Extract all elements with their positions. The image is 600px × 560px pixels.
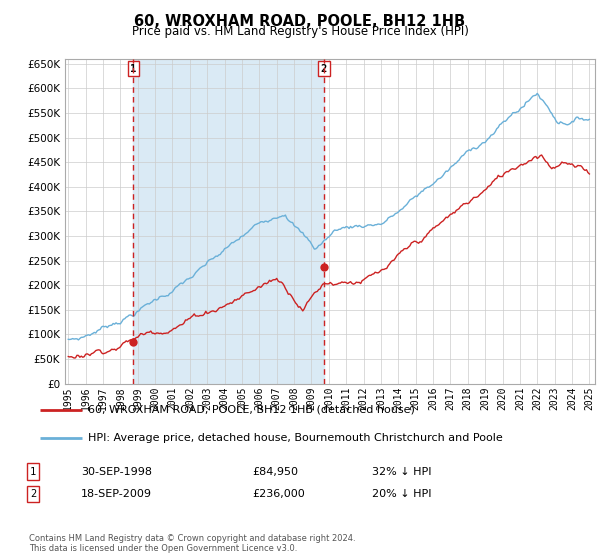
Text: 18-SEP-2009: 18-SEP-2009 [81,489,152,499]
Text: 32% ↓ HPI: 32% ↓ HPI [372,466,431,477]
Text: HPI: Average price, detached house, Bournemouth Christchurch and Poole: HPI: Average price, detached house, Bour… [88,433,502,443]
Text: 20% ↓ HPI: 20% ↓ HPI [372,489,431,499]
Text: 1: 1 [30,466,36,477]
Text: £236,000: £236,000 [252,489,305,499]
Text: Price paid vs. HM Land Registry's House Price Index (HPI): Price paid vs. HM Land Registry's House … [131,25,469,38]
Text: 60, WROXHAM ROAD, POOLE, BH12 1HB: 60, WROXHAM ROAD, POOLE, BH12 1HB [134,14,466,29]
Text: Contains HM Land Registry data © Crown copyright and database right 2024.
This d: Contains HM Land Registry data © Crown c… [29,534,355,553]
Text: 30-SEP-1998: 30-SEP-1998 [81,466,152,477]
Text: £84,950: £84,950 [252,466,298,477]
Text: 2: 2 [321,64,327,74]
Bar [133,59,324,384]
Text: 2: 2 [30,489,36,499]
Text: 1: 1 [130,64,137,74]
Text: 60, WROXHAM ROAD, POOLE, BH12 1HB (detached house): 60, WROXHAM ROAD, POOLE, BH12 1HB (detac… [88,405,415,415]
